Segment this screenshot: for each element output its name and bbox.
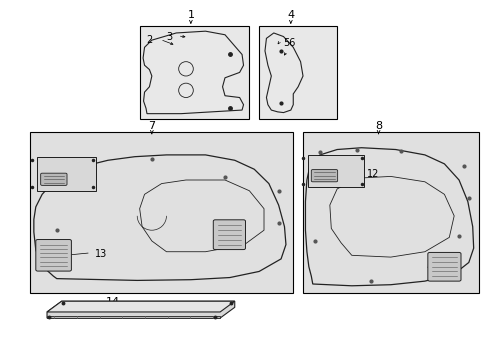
Text: 11: 11 [52,171,64,181]
Bar [303,132,478,293]
Text: 2: 2 [146,35,152,45]
FancyBboxPatch shape [41,173,67,185]
Polygon shape [47,301,234,318]
Bar [140,26,249,119]
Text: 14: 14 [105,297,120,307]
Text: 4: 4 [286,10,294,20]
Bar [30,132,293,293]
FancyBboxPatch shape [213,220,245,249]
Bar [259,26,336,119]
Text: 8: 8 [374,121,382,131]
Text: 3: 3 [165,32,172,41]
Text: 7: 7 [148,121,155,131]
Polygon shape [47,301,234,312]
FancyBboxPatch shape [36,239,71,271]
Bar [307,155,363,187]
Polygon shape [47,316,220,318]
Bar [37,157,96,191]
Text: 1: 1 [187,10,194,20]
FancyBboxPatch shape [427,252,460,281]
Text: 9: 9 [214,230,220,239]
Text: 13: 13 [94,248,106,258]
Text: 56: 56 [283,38,295,48]
Text: 10: 10 [426,259,438,269]
FancyBboxPatch shape [311,170,337,182]
Text: 12: 12 [366,168,379,179]
